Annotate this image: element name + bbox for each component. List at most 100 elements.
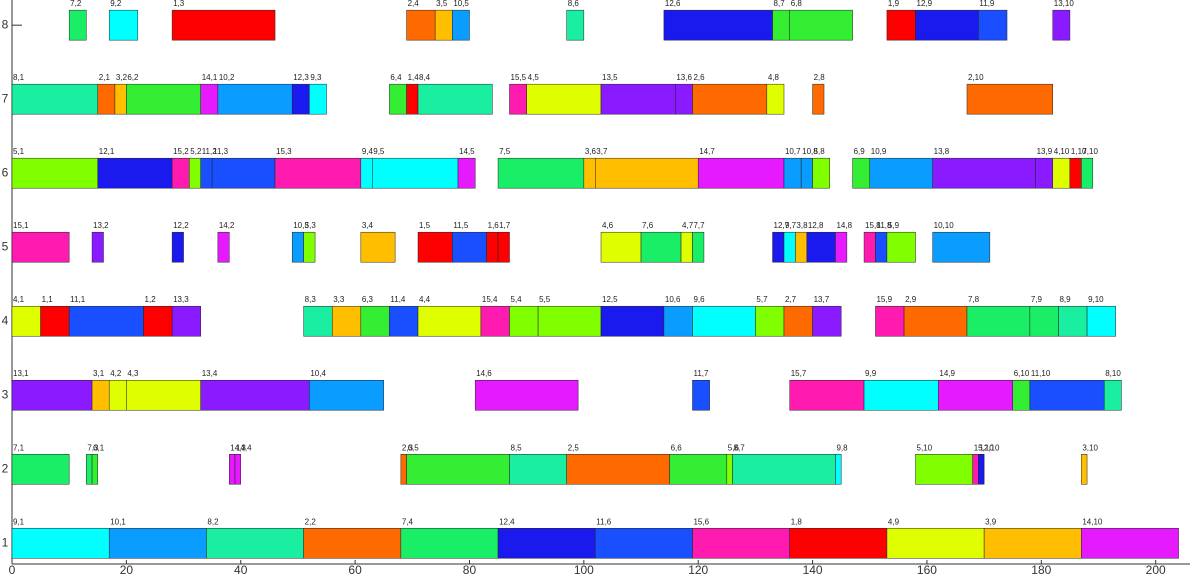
task-bar: [869, 157, 933, 189]
task-bar: [692, 305, 756, 337]
task-bar: [126, 379, 201, 411]
task-label: 7,5: [499, 147, 511, 156]
x-tick-label: 180: [1031, 563, 1051, 576]
task-bar: [697, 157, 785, 189]
task-label: 15,10: [974, 443, 995, 452]
task-label: 5,7: [756, 295, 768, 304]
task-label: 3,8: [796, 221, 808, 230]
task-bar: [835, 454, 842, 485]
task-label: 11,5: [453, 221, 469, 230]
task-bar: [91, 231, 104, 263]
task-label: 6,6: [671, 443, 683, 452]
task-label: 8,4: [419, 73, 431, 82]
task-label: 6,3: [362, 295, 374, 304]
task-bar: [1069, 157, 1082, 189]
task-label: 7,2: [70, 0, 82, 8]
task-label: 10,8: [802, 147, 818, 156]
task-label: 3,9: [985, 517, 997, 526]
task-label: 8,1: [13, 73, 25, 82]
task-label: 4,3: [127, 369, 139, 378]
task-label: 11,2: [202, 147, 218, 156]
task-bar: [692, 83, 768, 115]
task-bar: [171, 231, 184, 263]
task-label: 8,5: [511, 443, 523, 452]
task-label: 2,10: [968, 73, 984, 82]
task-bar: [389, 83, 407, 115]
task-bar: [91, 454, 99, 485]
task-label: 9,3: [310, 73, 322, 82]
task-bar: [932, 157, 1036, 189]
task-label: 11,9: [979, 0, 995, 8]
x-tick-label: 160: [917, 563, 937, 576]
task-label: 12,7: [774, 221, 790, 230]
task-label: 15,6: [693, 517, 709, 526]
task-bar: [200, 379, 310, 411]
task-bar: [11, 83, 99, 115]
task-bar: [875, 231, 888, 263]
task-bar: [274, 157, 362, 189]
task-label: 6,9: [854, 147, 866, 156]
task-label: 2,7: [785, 295, 797, 304]
task-bar: [303, 528, 402, 559]
task-bar: [692, 231, 705, 263]
x-tick-label: 100: [574, 563, 594, 576]
task-bar: [772, 9, 790, 41]
task-label: 6,8: [791, 0, 803, 8]
task-label: 14,4: [236, 443, 252, 452]
task-bar: [509, 305, 539, 337]
task-label: 5,3: [305, 221, 317, 230]
task-bar: [800, 157, 813, 189]
task-label: 4,8: [768, 73, 780, 82]
task-bar: [497, 157, 585, 189]
task-label: 13,5: [602, 73, 618, 82]
task-label: 5,5: [539, 295, 551, 304]
task-bar: [1052, 9, 1071, 41]
task-bar: [732, 454, 836, 485]
task-label: 12,3: [293, 73, 309, 82]
task-label: 4,7: [682, 221, 694, 230]
task-label: 6,4: [390, 73, 402, 82]
task-label: 12,2: [173, 221, 189, 230]
task-label: 8,2: [207, 517, 219, 526]
task-label: 10,2: [219, 73, 235, 82]
task-label: 2,5: [568, 443, 580, 452]
task-bar: [915, 9, 979, 41]
task-bar: [663, 305, 693, 337]
task-bar: [1081, 454, 1088, 485]
task-label: 5,8: [814, 147, 826, 156]
task-label: 14,5: [459, 147, 475, 156]
task-bar: [526, 83, 602, 115]
task-bar: [789, 9, 853, 41]
task-label: 11,7: [693, 369, 709, 378]
task-label: 10,10: [934, 221, 955, 230]
task-label: 3,5: [436, 0, 448, 8]
task-label: 14,2: [219, 221, 235, 230]
task-bar: [600, 305, 665, 337]
task-bar: [537, 305, 602, 337]
task-bar: [200, 157, 213, 189]
task-bar: [68, 305, 144, 337]
task-label: 1,4: [408, 73, 420, 82]
task-bar: [11, 379, 93, 411]
task-bar: [1012, 379, 1031, 411]
task-bar: [772, 231, 785, 263]
task-bar: [486, 231, 499, 263]
task-bar: [229, 454, 236, 485]
task-bar: [595, 157, 699, 189]
task-label: 5,9: [888, 221, 900, 230]
task-bar: [600, 231, 642, 263]
x-tick-label: 60: [348, 563, 362, 576]
task-bar: [389, 305, 419, 337]
task-bar: [211, 157, 276, 189]
task-bar: [331, 305, 362, 337]
task-bar: [509, 83, 527, 115]
x-tick-label: 140: [803, 563, 823, 576]
task-bar: [1103, 379, 1122, 411]
task-label: 9,5: [373, 147, 385, 156]
task-label: 6,5: [408, 443, 420, 452]
task-label: 4,6: [602, 221, 614, 230]
task-bar: [200, 83, 219, 115]
task-label: 3,6: [585, 147, 597, 156]
